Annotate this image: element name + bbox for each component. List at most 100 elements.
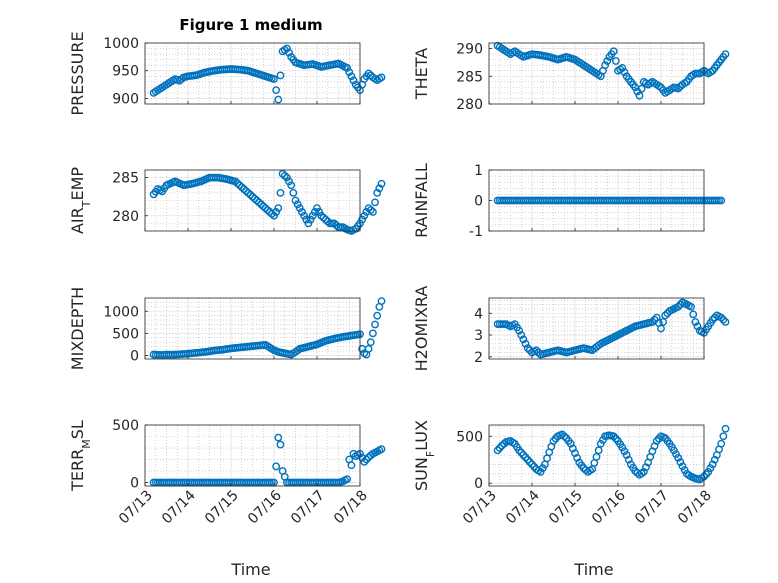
axes-box xyxy=(488,297,705,360)
data-point xyxy=(246,190,255,199)
data-point xyxy=(280,171,289,180)
data-point xyxy=(368,208,377,216)
data-point xyxy=(717,439,726,448)
data-point xyxy=(609,432,618,441)
data-point xyxy=(579,464,588,473)
y-axis-label: THETA xyxy=(412,48,431,100)
y-tick-label: 280 xyxy=(112,209,139,225)
data-point xyxy=(717,313,726,322)
data-point xyxy=(691,318,700,326)
data-point xyxy=(674,84,683,93)
data-point xyxy=(349,76,358,85)
data-point xyxy=(248,192,257,201)
xlabel-left: Time xyxy=(230,560,270,579)
axes-box xyxy=(488,42,705,105)
data-point xyxy=(364,344,373,353)
data-point xyxy=(272,208,281,216)
data-point xyxy=(515,326,523,335)
data-point xyxy=(708,315,717,324)
data-point xyxy=(282,44,291,53)
data-point xyxy=(592,453,601,461)
data-point xyxy=(618,64,627,72)
data-point xyxy=(267,209,276,218)
y-axis-label: RAINFALL xyxy=(412,163,431,238)
data-point xyxy=(657,324,665,333)
xlabel-right: Time xyxy=(573,560,613,579)
data-point xyxy=(274,433,283,442)
data-point xyxy=(708,460,717,469)
data-point xyxy=(306,215,315,224)
y-tick-label: 4 xyxy=(474,306,483,322)
data-point xyxy=(313,204,321,213)
data-point xyxy=(377,445,386,454)
y-tick-label: 280 xyxy=(456,97,483,113)
axes-box xyxy=(144,42,361,105)
data-point xyxy=(373,311,382,320)
data-point xyxy=(242,187,250,195)
data-point xyxy=(717,196,726,205)
data-point xyxy=(345,68,354,77)
axes-box xyxy=(144,169,361,232)
data-point xyxy=(295,204,304,213)
data-point xyxy=(276,71,285,80)
data-point xyxy=(368,329,377,338)
data-point xyxy=(573,453,582,462)
data-point xyxy=(360,211,369,220)
data-point xyxy=(362,455,371,464)
data-point xyxy=(310,208,319,216)
y-tick-label: 0 xyxy=(130,348,139,364)
data-point xyxy=(687,302,695,311)
data-point xyxy=(276,440,285,449)
data-point xyxy=(285,48,293,57)
data-point xyxy=(315,208,324,216)
data-point xyxy=(321,215,330,224)
y-tick-label: 0 xyxy=(474,194,483,210)
y-tick-label: 500 xyxy=(112,418,139,434)
data-point xyxy=(343,64,351,72)
data-point xyxy=(609,47,618,56)
data-point xyxy=(521,453,530,462)
data-point xyxy=(371,198,379,207)
data-point xyxy=(308,211,317,220)
y-tick-label: 285 xyxy=(456,69,483,85)
data-point xyxy=(517,331,526,339)
data-point xyxy=(377,297,386,305)
data-point xyxy=(571,449,579,458)
y-tick-label: 900 xyxy=(112,91,139,107)
data-point xyxy=(231,177,240,186)
data-point xyxy=(272,86,281,95)
data-point xyxy=(239,185,248,193)
axes-box xyxy=(488,424,705,487)
data-point xyxy=(347,72,356,81)
data-point xyxy=(611,434,620,443)
data-point xyxy=(360,457,369,466)
data-point xyxy=(635,91,644,100)
panel-5: 0 500 1000 MIXDEPTH xyxy=(68,287,386,370)
data-point xyxy=(493,446,502,455)
y-tick-label: 2 xyxy=(474,350,483,366)
data-point xyxy=(652,437,661,445)
data-point xyxy=(532,346,541,355)
data-point xyxy=(244,188,253,197)
data-point xyxy=(293,200,302,209)
data-point xyxy=(375,184,384,193)
data-point xyxy=(549,437,558,445)
y-tick-label: 1000 xyxy=(103,36,139,52)
data-point xyxy=(528,460,536,469)
data-point xyxy=(377,179,386,188)
data-point xyxy=(689,310,698,319)
data-point xyxy=(371,320,379,329)
data-point xyxy=(285,177,293,186)
data-point xyxy=(611,57,620,65)
data-point xyxy=(300,211,308,220)
panel-4: -1 0 1 RAINFALL xyxy=(412,163,726,240)
data-point xyxy=(693,322,702,331)
y-axis-label: SUNFLUX xyxy=(412,420,437,491)
data-point xyxy=(276,188,285,197)
data-point xyxy=(272,462,281,471)
data-point xyxy=(566,439,575,448)
y-tick-label: 0 xyxy=(474,476,483,492)
data-point xyxy=(255,198,263,207)
data-point xyxy=(235,181,244,190)
